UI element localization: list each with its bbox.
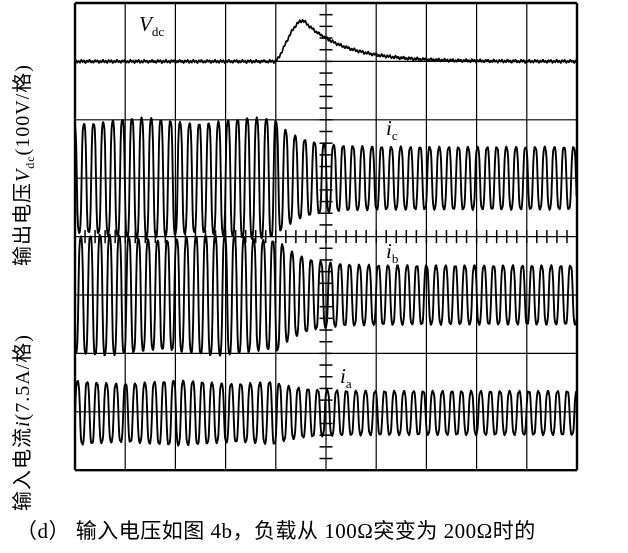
ic-symbol: i (386, 116, 392, 140)
vdc-symbol: V (139, 12, 152, 36)
oscilloscope-screen (73, 1, 579, 472)
trace-label-ia: ia (340, 364, 352, 392)
vdc-symbol-sub: dc (151, 24, 165, 40)
input-current-scale: (7.5A/格) (12, 334, 34, 421)
output-voltage-scale: (100V/格) (12, 64, 34, 156)
y-axis-label-output-voltage: 输出电压Vdc(100V/格) (12, 64, 37, 266)
trace-label-ic: ic (386, 116, 398, 144)
output-voltage-symbol: V (12, 168, 34, 182)
figure-caption: （d） 输入电压如图 4b，负载从 100Ω突变为 200Ω时的 (16, 519, 536, 543)
input-current-symbol: i (12, 420, 34, 427)
input-current-text: 输入电流 (12, 427, 34, 511)
trace-label-vdc: Vdc (139, 12, 165, 40)
ib-symbol: i (386, 239, 392, 263)
ia-symbol: i (340, 364, 346, 388)
output-voltage-symbol-sub: dc (23, 155, 37, 169)
y-axis-label-input-current: 输入电流i(7.5A/格) (12, 334, 34, 511)
output-voltage-text: 输出电压 (12, 182, 34, 266)
ic-symbol-sub: c (391, 128, 398, 144)
ib-symbol-sub: b (391, 251, 399, 267)
trace-label-ib: ib (386, 239, 399, 267)
ia-symbol-sub: a (345, 376, 352, 392)
